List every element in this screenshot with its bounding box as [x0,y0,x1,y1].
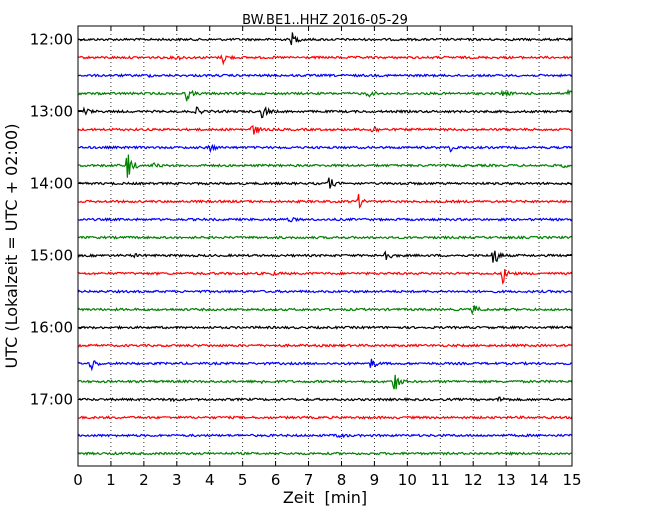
trace-line-1730 [77,432,573,439]
trace-line-1530 [77,289,573,294]
trace-line-1500 [77,250,573,263]
trace-line-1645 [77,374,573,390]
x-tick-label: 14 [530,471,549,489]
x-tick-label: 9 [370,471,380,489]
trace-line-1315 [77,124,573,135]
x-tick-label: 11 [431,471,450,489]
trace-line-1330 [77,143,573,154]
trace-line-1615 [77,343,573,348]
trace-line-1345 [77,154,573,178]
grid-lines [110,26,540,466]
trace-line-1600 [77,325,573,330]
x-tick-label: 12 [464,471,483,489]
y-tick-label: 13:00 [30,103,73,121]
x-tick-label: 2 [139,471,149,489]
x-tick-label: 15 [562,471,581,489]
plot-frame [77,25,573,467]
y-tick-label: 12:00 [30,31,73,49]
x-tick-label: 7 [304,471,314,489]
trace-line-1630 [77,358,573,372]
trace-line-1300 [77,105,573,119]
y-axis-ticks: 12:00 13:00 14:00 15:00 16:00 17:00 [30,31,572,409]
trace-line-1745 [77,451,573,456]
y-tick-label: 15:00 [30,247,73,265]
x-tick-label: 1 [106,471,116,489]
x-tick-label: 4 [205,471,215,489]
trace-line-1200 [77,32,573,46]
chart-title: BW.BE1..HHZ 2016-05-29 [242,13,408,28]
trace-line-1230 [77,73,573,79]
trace-line-1545 [77,305,573,315]
y-tick-label: 17:00 [30,391,73,409]
x-axis-ticks: 0 1 2 3 4 5 6 7 8 9 10 11 12 13 14 15 [73,26,582,489]
y-axis-label: UTC (Lokalzeit = UTC + 02:00) [2,124,21,369]
x-tick-label: 0 [73,471,83,489]
y-tick-label: 16:00 [30,319,73,337]
trace-line-1715 [77,415,573,420]
trace-line-1415 [77,193,573,209]
x-tick-label: 8 [337,471,347,489]
x-tick-label: 6 [271,471,281,489]
trace-line-1215 [77,54,573,66]
trace-line-1515 [77,268,573,285]
x-tick-label: 13 [497,471,516,489]
y-tick-label: 14:00 [30,175,73,193]
x-axis-label: Zeit [min] [283,488,367,507]
trace-line-1400 [77,177,573,189]
trace-line-1245 [77,88,573,102]
x-tick-label: 3 [172,471,182,489]
trace-line-1700 [77,396,573,403]
trace-line-1430 [77,217,573,223]
trace-line-1445 [77,235,573,240]
x-tick-label: 5 [238,471,248,489]
seismogram-traces [77,32,573,456]
x-tick-label: 10 [398,471,417,489]
